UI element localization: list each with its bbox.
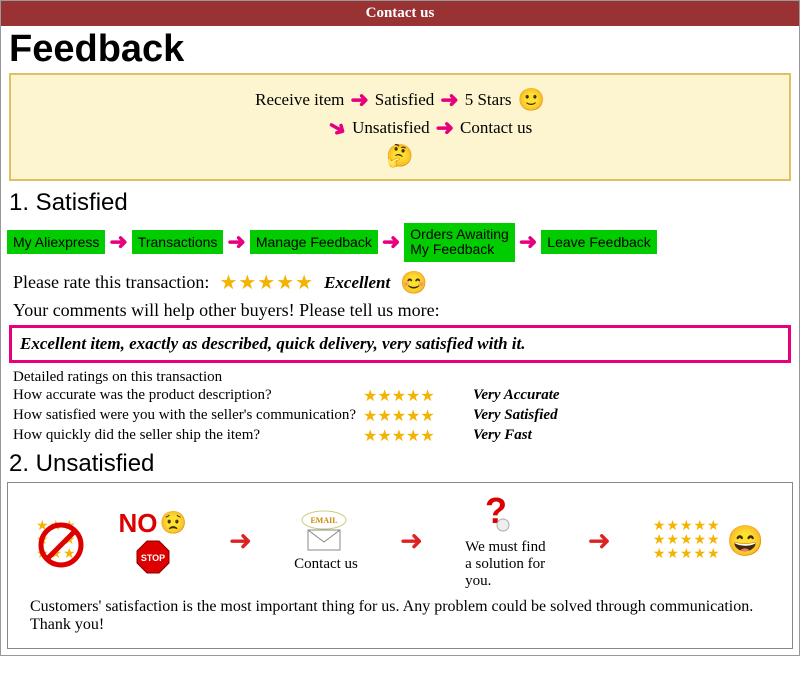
thinking-icon: 🤔 <box>386 143 413 168</box>
rate-row: Please rate this transaction: ★★★★★ Exce… <box>1 266 799 300</box>
arrow-icon: ➜ <box>229 524 252 558</box>
rating-q: How quickly did the seller ship the item… <box>13 427 363 444</box>
flow-row-2: ➜ Unsatisfied ➜ Contact us <box>91 115 769 141</box>
arrow-icon: ➜ <box>519 229 537 255</box>
rating-label: Very Satisfied <box>473 407 558 424</box>
section2-title: 2. Unsatisfied <box>1 448 799 480</box>
detail-header: Detailed ratings on this transaction <box>13 369 787 386</box>
contact-caption: Contact us <box>294 556 358 573</box>
svg-text:STOP: STOP <box>141 553 165 563</box>
step-box: Transactions <box>132 230 224 254</box>
help-text: Your comments will help other buyers! Pl… <box>1 300 799 321</box>
arrow-down-icon: ➜ <box>322 112 351 144</box>
email-icon: EMAIL <box>294 510 354 554</box>
page-container: Contact us Feedback Receive item ➜ Satis… <box>0 0 800 656</box>
rating-q: How satisfied were you with the seller's… <box>13 407 363 424</box>
no-circle-icon <box>36 520 86 570</box>
flow-unsatisfied: Unsatisfied <box>352 118 429 138</box>
rating-row: How quickly did the seller ship the item… <box>13 426 787 446</box>
stars-icon: ★★★★★ <box>363 426 473 446</box>
feedback-flow-box: Receive item ➜ Satisfied ➜ 5 Stars 🙂 ➜ U… <box>9 73 791 181</box>
stop-icon: STOP <box>135 539 171 575</box>
rating-row: How accurate was the product description… <box>13 386 787 406</box>
comment-box: Excellent item, exactly as described, qu… <box>9 325 791 363</box>
footer-text: Customers' satisfaction is the most impo… <box>18 590 782 638</box>
rate-label: Please rate this transaction: <box>13 272 209 293</box>
step-box: Manage Feedback <box>250 230 378 254</box>
email-block: EMAIL Contact us <box>294 510 358 573</box>
svg-text:EMAIL: EMAIL <box>311 516 338 525</box>
flow-contact: Contact us <box>460 118 532 138</box>
no-text: NO <box>118 508 157 539</box>
smile-icon: 😊 <box>400 270 427 296</box>
solution-caption: We must find a solution for you. <box>465 539 545 590</box>
rating-label: Very Accurate <box>473 387 560 404</box>
question-icon: ? <box>465 493 515 537</box>
arrow-icon: ➜ <box>227 229 245 255</box>
excellent-label: Excellent <box>324 273 390 293</box>
step-box: Leave Feedback <box>541 230 657 254</box>
satisfied-steps: My Aliexpress ➜ Transactions ➜ Manage Fe… <box>1 219 799 266</box>
rating-label: Very Fast <box>473 427 532 444</box>
solution-block: ? We must find a solution for you. <box>465 493 545 590</box>
stars-icon: ★★★★★★★★★★★★★★★ <box>653 520 721 562</box>
unsatisfied-box: ★★★★ ★★★★ NO 😟 STOP ➜ <box>7 482 793 649</box>
arrow-icon: ➜ <box>350 87 368 113</box>
header-bar: Contact us <box>1 1 799 26</box>
happy-stars-block: ★★★★★★★★★★★★★★★ 😄 <box>653 520 764 562</box>
unsatisfied-flow: ★★★★ ★★★★ NO 😟 STOP ➜ <box>18 493 782 590</box>
stars-icon: ★★★★★ <box>219 270 314 295</box>
rating-row: How satisfied were you with the seller's… <box>13 406 787 426</box>
happy-icon: 🙂 <box>517 87 544 113</box>
ratings-detail: Detailed ratings on this transaction How… <box>1 367 799 448</box>
step-box: Orders Awaiting My Feedback <box>404 223 515 262</box>
arrow-icon: ➜ <box>436 115 454 141</box>
page-title: Feedback <box>1 26 799 73</box>
arrow-icon: ➜ <box>382 229 400 255</box>
worried-icon: 😟 <box>159 510 186 536</box>
no-stars-block: ★★★★ ★★★★ <box>36 520 77 562</box>
header-title: Contact us <box>366 5 435 21</box>
section1-title: 1. Satisfied <box>1 187 799 219</box>
flow-receive: Receive item <box>255 90 344 110</box>
flow-5stars: 5 Stars <box>465 90 512 110</box>
flow-row-1: Receive item ➜ Satisfied ➜ 5 Stars 🙂 <box>31 87 769 113</box>
arrow-icon: ➜ <box>109 229 127 255</box>
flow-satisfied: Satisfied <box>375 90 435 110</box>
arrow-icon: ➜ <box>400 524 423 558</box>
rating-q: How accurate was the product description… <box>13 387 363 404</box>
stars-icon: ★★★★★ <box>363 406 473 426</box>
arrow-icon: ➜ <box>587 524 610 558</box>
step-box: My Aliexpress <box>7 230 105 254</box>
happy-icon: 😄 <box>727 524 764 559</box>
stars-icon: ★★★★★ <box>363 386 473 406</box>
arrow-icon: ➜ <box>440 87 458 113</box>
flow-emoji-row: 🤔 <box>31 143 769 169</box>
no-block: NO 😟 STOP <box>118 508 186 575</box>
